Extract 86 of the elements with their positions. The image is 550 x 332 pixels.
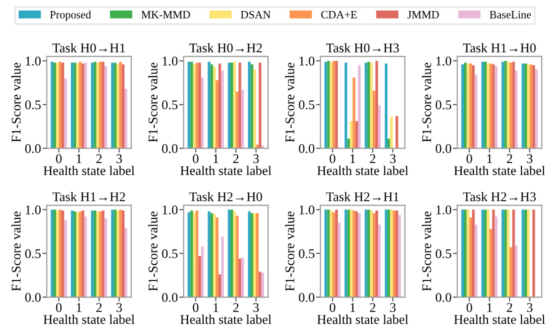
x-tick-label: 0 xyxy=(192,154,198,164)
y-tick-label: 0.5 xyxy=(25,249,41,258)
x-tick-label: 3 xyxy=(253,303,259,312)
x-tick-label: 2 xyxy=(233,154,238,164)
x-tick-label: 1 xyxy=(214,303,218,312)
y-axis-title: F1-Score value xyxy=(11,62,21,142)
y-tick-label: 1.0 xyxy=(436,56,452,66)
y-axis-title: F1-Score value xyxy=(422,62,432,142)
y-tick-label: 0.0 xyxy=(298,144,314,154)
y-axis-title: F1-Score value xyxy=(285,62,294,142)
x-tick-label: 1 xyxy=(350,303,356,312)
x-tick-label: 3 xyxy=(253,154,259,164)
y-tick-label: 1.0 xyxy=(26,205,41,214)
x-tick-label: 0 xyxy=(330,154,336,164)
legend-label: BaseLine xyxy=(490,10,531,18)
x-tick-label: 3 xyxy=(527,303,532,312)
chart-title: Task H2→H0 xyxy=(189,192,262,202)
x-axis-title: Health state label xyxy=(317,166,408,176)
y-tick-label: 0.0 xyxy=(25,292,41,302)
x-tick-label: 0 xyxy=(466,303,472,312)
legend-label: JMMD xyxy=(408,11,439,18)
x-tick-label: 2 xyxy=(370,303,376,312)
y-tick-label: 0.0 xyxy=(298,292,314,302)
x-tick-label: 1 xyxy=(76,154,82,164)
x-axis-title: Health state label xyxy=(44,314,135,324)
x-tick-label: 0 xyxy=(192,303,198,312)
x-tick-label: 0 xyxy=(330,303,336,312)
y-tick-label: 0.0 xyxy=(25,144,41,154)
chart-title: Task H0→H1 xyxy=(52,43,125,52)
y-tick-label: 0.5 xyxy=(162,100,178,110)
x-tick-label: 3 xyxy=(116,303,122,312)
x-tick-label: 2 xyxy=(370,154,376,164)
chart-title: Task H1→H0 xyxy=(463,43,536,52)
y-tick-label: 0.5 xyxy=(25,100,41,110)
y-tick-label: 0.5 xyxy=(162,249,178,258)
x-tick-label: 3 xyxy=(390,303,396,312)
y-tick-label: 1.0 xyxy=(436,205,452,214)
legend-label: Proposed xyxy=(50,10,91,21)
x-tick-label: 1 xyxy=(76,303,82,312)
y-axis-title: F1-Score value xyxy=(148,62,158,142)
legend-label: CDA+E xyxy=(321,10,357,18)
x-tick-label: 0 xyxy=(56,154,62,164)
x-tick-label: 2 xyxy=(96,154,102,164)
x-axis-title: Health state label xyxy=(454,314,546,324)
chart-title: Task H2→H1 xyxy=(326,192,399,202)
x-axis-title: Health state label xyxy=(317,314,408,324)
x-axis-title: Health state label xyxy=(454,166,546,176)
x-tick-label: 2 xyxy=(96,303,102,312)
y-axis-title: F1-Score value xyxy=(285,212,294,291)
y-tick-label: 0.5 xyxy=(436,100,452,110)
x-tick-label: 2 xyxy=(506,303,512,312)
y-axis-title: F1-Score value xyxy=(422,212,432,291)
y-axis-title: F1-Score value xyxy=(11,212,21,291)
legend-label: DSAN xyxy=(240,10,271,18)
legend-label: MK-MMD xyxy=(141,11,190,18)
y-tick-label: 1.0 xyxy=(300,56,314,66)
y-tick-label: 1.0 xyxy=(300,205,314,214)
chart-title: Task H2→H3 xyxy=(463,192,536,202)
x-axis-title: Health state label xyxy=(180,166,272,176)
x-tick-label: 1 xyxy=(487,154,492,164)
y-tick-label: 1.0 xyxy=(162,205,178,214)
chart-title: Task H0→H2 xyxy=(189,43,262,52)
y-axis-title: F1-Score value xyxy=(148,212,158,291)
x-tick-label: 2 xyxy=(233,303,238,312)
x-tick-label: 3 xyxy=(527,154,532,164)
x-tick-label: 3 xyxy=(116,154,122,164)
y-tick-label: 0.5 xyxy=(298,100,314,110)
x-tick-label: 2 xyxy=(506,154,512,164)
y-tick-label: 1.0 xyxy=(162,56,178,66)
x-tick-label: 1 xyxy=(350,154,356,164)
x-tick-label: 0 xyxy=(56,303,62,312)
x-tick-label: 1 xyxy=(487,303,492,312)
y-tick-label: 0.0 xyxy=(162,144,178,154)
y-tick-label: 0.0 xyxy=(436,292,452,302)
chart-title: Task H0→H3 xyxy=(326,43,399,52)
y-tick-label: 0.0 xyxy=(436,144,452,154)
y-tick-label: 0.5 xyxy=(298,249,314,258)
x-tick-label: 3 xyxy=(390,154,396,164)
x-axis-title: Health state label xyxy=(44,166,135,176)
x-tick-label: 1 xyxy=(214,154,218,164)
y-tick-label: 0.5 xyxy=(436,249,452,258)
y-tick-label: 1.0 xyxy=(26,56,41,66)
x-tick-label: 0 xyxy=(466,154,472,164)
chart-title: Task H1→H2 xyxy=(52,192,125,202)
x-axis-title: Health state label xyxy=(180,314,272,324)
y-tick-label: 0.0 xyxy=(162,292,178,302)
